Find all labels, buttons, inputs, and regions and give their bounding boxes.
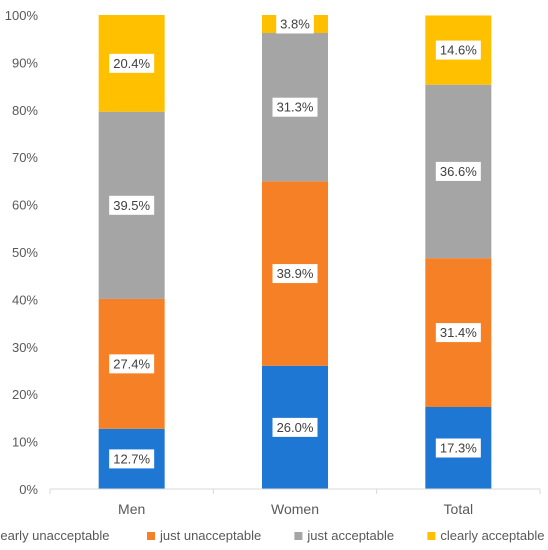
- legend-label: just unacceptable: [159, 528, 261, 543]
- data-label-box: [435, 40, 481, 60]
- data-label-box: [435, 323, 481, 343]
- data-label-box: [435, 161, 481, 181]
- legend-swatch: [147, 532, 155, 540]
- data-label: 14.6%: [440, 43, 477, 58]
- legend: clearly unacceptable just unacceptable jus…: [0, 528, 544, 543]
- data-label: 39.5%: [113, 198, 150, 213]
- legend-swatch: [427, 532, 436, 540]
- data-label: 38.9%: [277, 266, 314, 281]
- data-label-box: [276, 14, 314, 34]
- data-label-box: [435, 438, 481, 458]
- data-label-box: [272, 417, 318, 437]
- y-tick-label: 60%: [12, 198, 38, 213]
- x-tick-label: Men: [118, 501, 145, 517]
- legend-label: just acceptable: [306, 528, 394, 543]
- data-label: 31.4%: [440, 325, 477, 340]
- data-labels: 12.7% 27.4% 39.5% 20.4% 26.0% 38.9% 31.3% 3.8% 1…: [109, 14, 481, 469]
- legend-label: clearly unacceptable: [0, 528, 110, 543]
- y-axis: 0% 10% 20% 30% 40% 50% 60% 70% 80% 90% 100%: [5, 8, 39, 497]
- y-tick-label: 50%: [12, 245, 38, 260]
- data-label-box: [272, 97, 318, 117]
- x-tick-label: Women: [271, 501, 319, 517]
- data-label: 31.3%: [277, 100, 314, 115]
- data-label-box: [109, 53, 155, 73]
- y-tick-label: 10%: [12, 435, 38, 450]
- y-tick-label: 100%: [5, 8, 39, 23]
- y-tick-label: 20%: [12, 387, 38, 402]
- y-tick-label: 30%: [12, 340, 38, 355]
- data-label-box: [109, 195, 155, 215]
- data-label: 27.4%: [113, 356, 150, 371]
- y-tick-label: 80%: [12, 103, 38, 118]
- legend-label: clearly acceptable: [440, 528, 544, 543]
- y-tick-label: 0%: [19, 482, 38, 497]
- data-label: 26.0%: [277, 420, 314, 435]
- data-label: 17.3%: [440, 440, 477, 455]
- data-label: 12.7%: [113, 451, 150, 466]
- data-label: 36.6%: [440, 164, 477, 179]
- data-label-box: [272, 264, 318, 284]
- y-tick-label: 40%: [12, 292, 38, 307]
- x-tick-label: Total: [444, 501, 474, 517]
- data-label: 3.8%: [280, 17, 310, 32]
- data-label-box: [109, 449, 155, 469]
- x-axis: Men Women Total: [49, 489, 541, 517]
- y-tick-label: 90%: [12, 55, 38, 70]
- data-label: 20.4%: [113, 56, 150, 71]
- data-label-box: [109, 354, 155, 374]
- y-tick-label: 70%: [12, 150, 38, 165]
- legend-swatch: [294, 532, 303, 540]
